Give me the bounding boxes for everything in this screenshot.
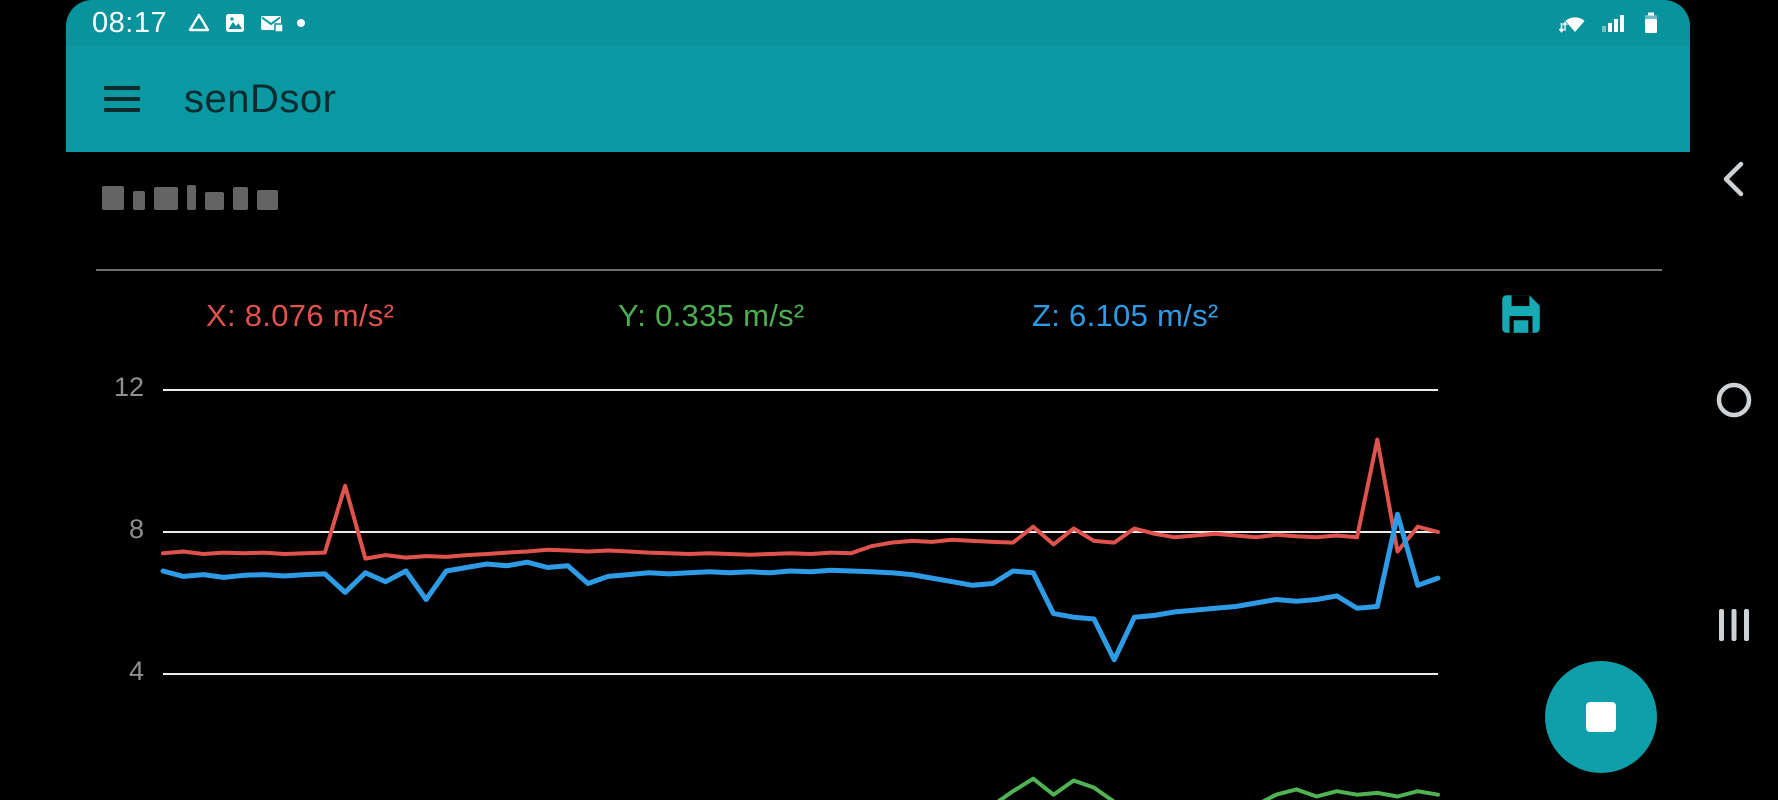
battery-icon bbox=[1645, 12, 1657, 33]
status-icons-right bbox=[1558, 10, 1664, 36]
navigation-bar bbox=[1690, 0, 1778, 800]
clipped-text-fragments bbox=[102, 182, 278, 210]
app-bar: senDsor bbox=[66, 46, 1690, 152]
menu-icon[interactable] bbox=[104, 79, 142, 119]
y-tick-8: 8 bbox=[128, 514, 144, 544]
wifi-icon bbox=[1558, 17, 1585, 33]
x-axis-reading: X: 8.076 m/s² bbox=[206, 298, 395, 333]
series-x-line bbox=[161, 437, 1440, 561]
top-teal-block: 08:17 senDsor bbox=[66, 0, 1690, 152]
status-bar: 08:17 bbox=[66, 0, 1690, 46]
gallery-icon bbox=[226, 14, 245, 32]
drive-icon bbox=[188, 13, 210, 32]
chevron-left-icon bbox=[1723, 161, 1744, 197]
status-icons-left bbox=[187, 11, 306, 35]
save-button[interactable] bbox=[1494, 288, 1548, 342]
mail-icon bbox=[261, 16, 284, 33]
series-y-line bbox=[996, 776, 1440, 800]
stop-button[interactable] bbox=[1545, 661, 1657, 773]
z-axis-reading: Z: 6.105 m/s² bbox=[1032, 298, 1219, 333]
stop-icon bbox=[1586, 702, 1616, 732]
y-tick-12: 12 bbox=[113, 372, 144, 402]
home-button[interactable] bbox=[1714, 380, 1754, 423]
y-tick-4: 4 bbox=[128, 656, 144, 686]
notification-dot-icon bbox=[297, 19, 306, 27]
app-title: senDsor bbox=[184, 76, 337, 121]
chart-svg bbox=[160, 389, 1441, 800]
series-z-line bbox=[160, 511, 1441, 663]
circle-outline-icon bbox=[1716, 382, 1752, 418]
status-time: 08:17 bbox=[92, 6, 168, 39]
content-area: X: 8.076 m/s² Y: 0.335 m/s² Z: 6.105 m/s… bbox=[66, 152, 1690, 800]
divider bbox=[96, 269, 1662, 271]
back-button[interactable] bbox=[1718, 160, 1750, 201]
save-icon bbox=[1502, 294, 1540, 333]
recents-button[interactable] bbox=[1716, 606, 1752, 647]
y-axis-reading: Y: 0.335 m/s² bbox=[618, 298, 805, 333]
signal-icon bbox=[1602, 15, 1624, 32]
three-bars-icon bbox=[1719, 609, 1749, 641]
